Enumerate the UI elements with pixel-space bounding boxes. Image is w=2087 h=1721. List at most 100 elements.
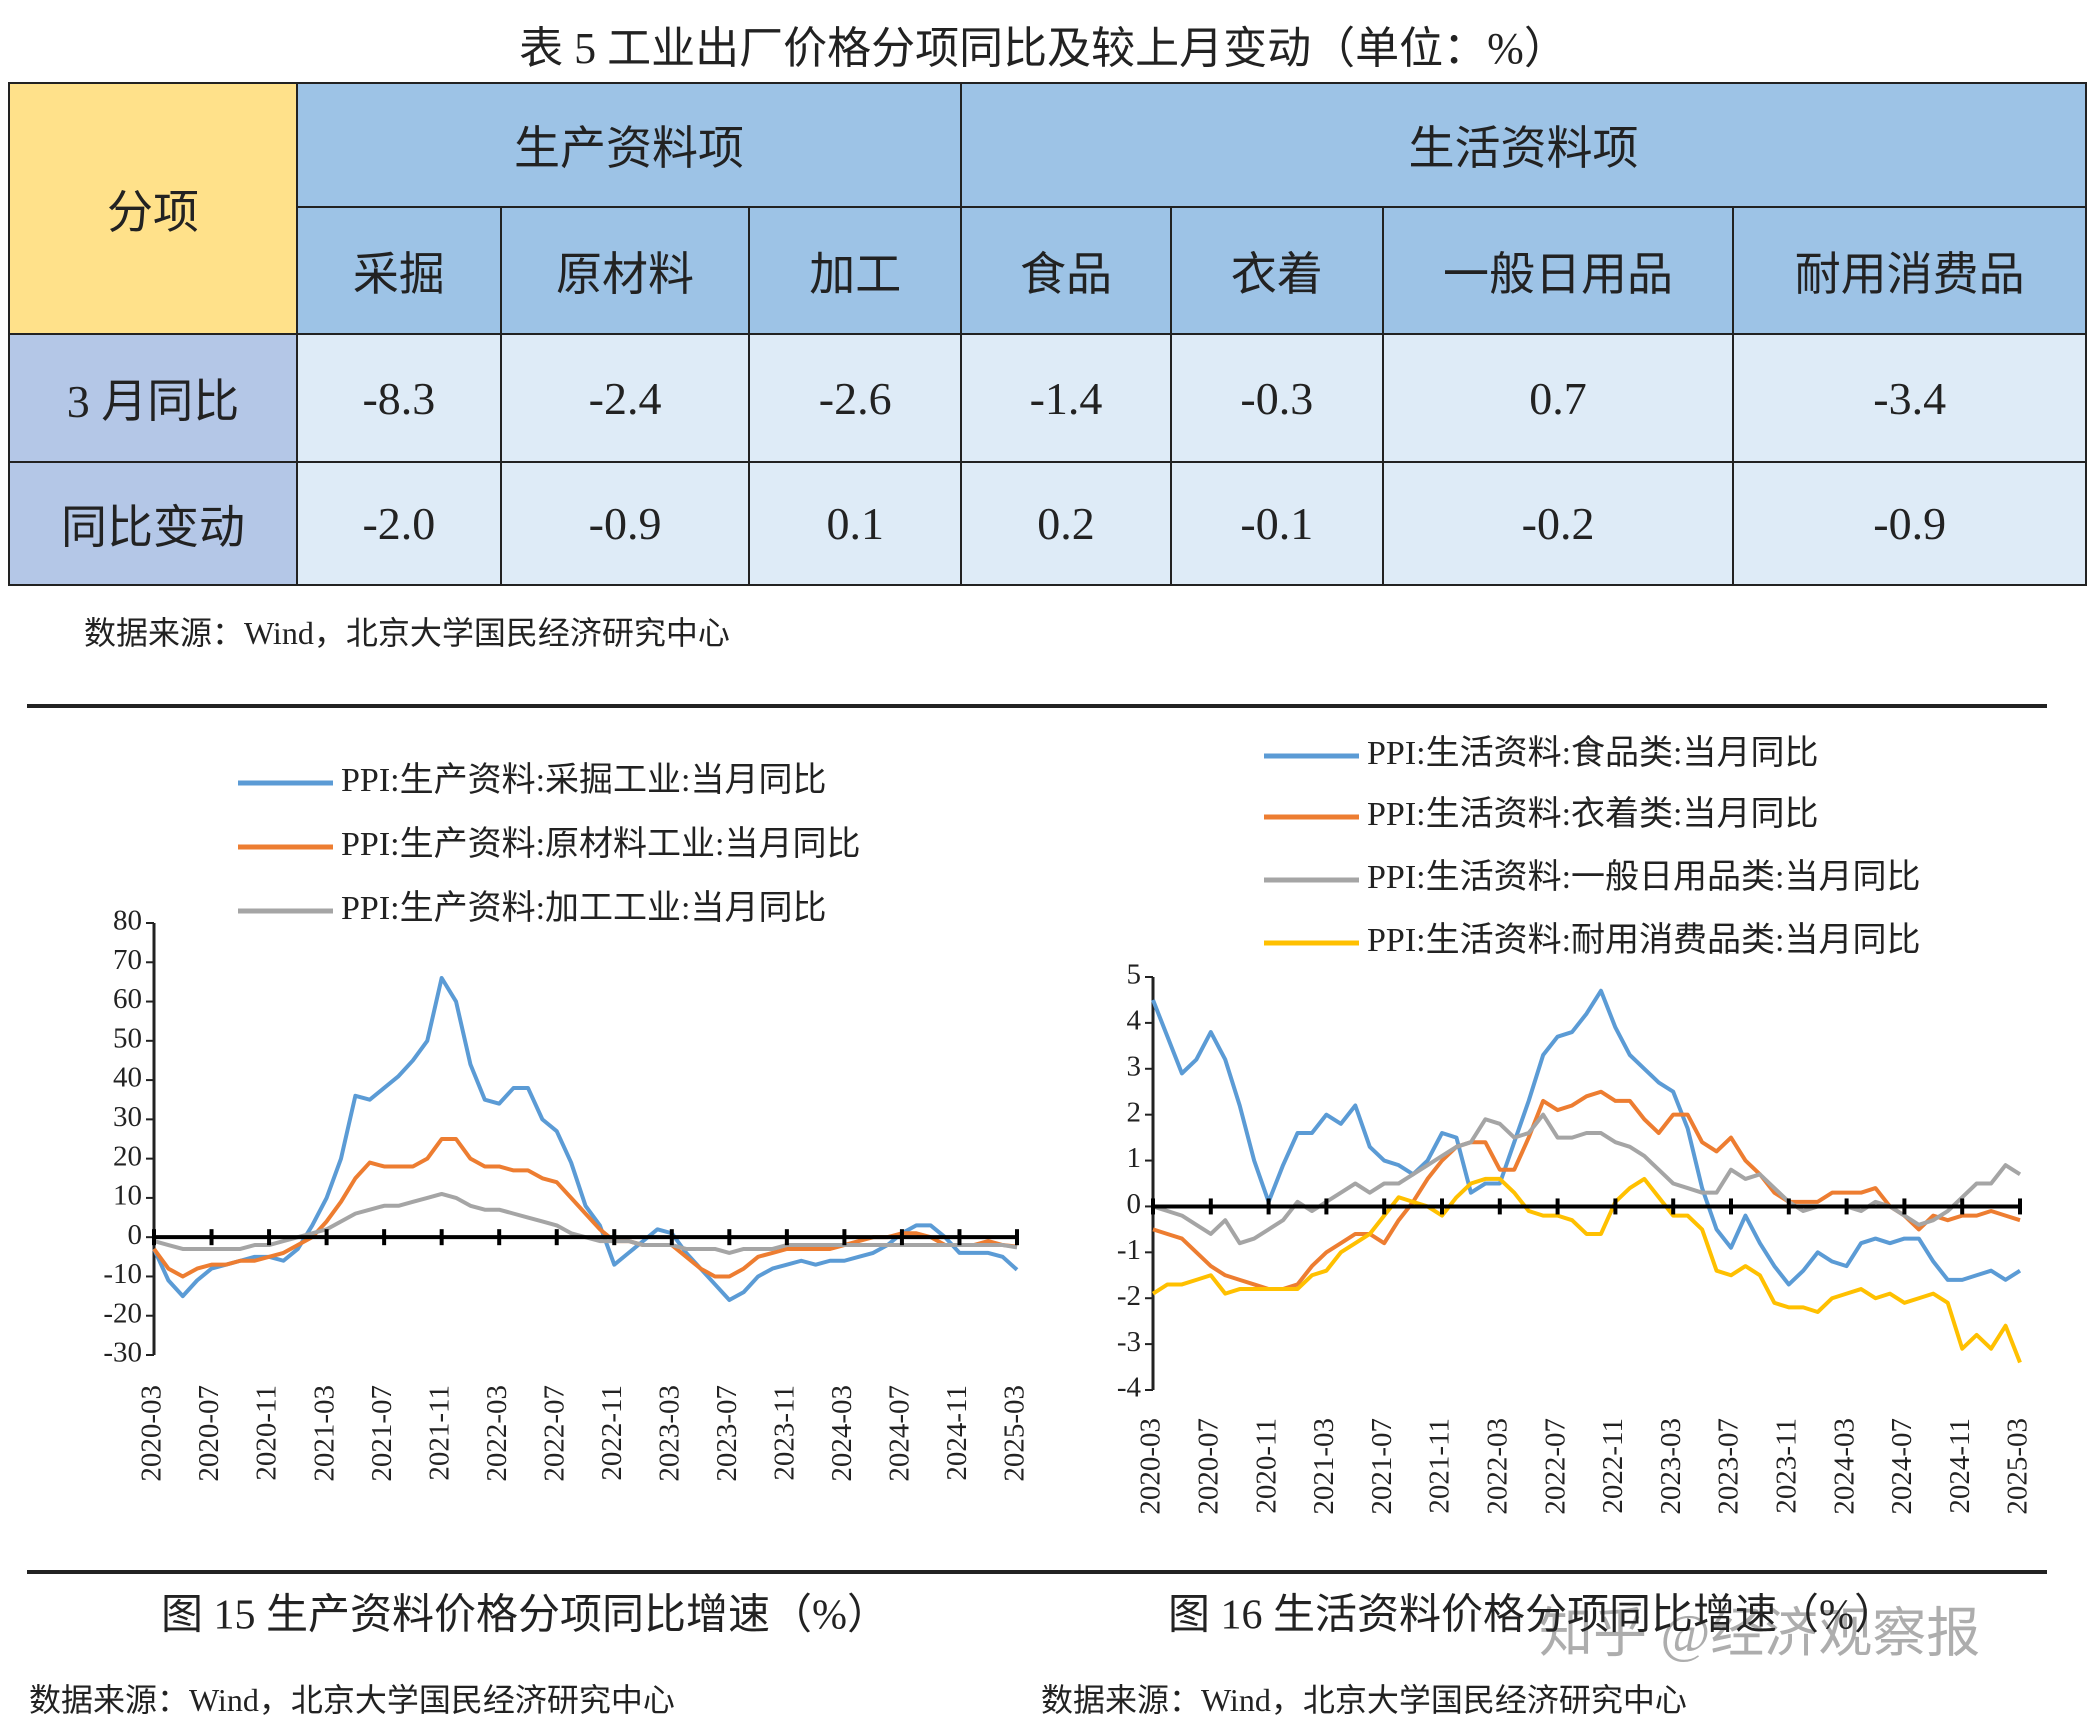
y-tick-label: -20 [103,1297,142,1329]
chart-source: 数据来源：Wind，北京大学国民经济研究中心 [1041,1682,1687,1718]
legend-label: PPI:生产资料:原材料工业:当月同比 [341,825,860,863]
legend-label: PPI:生活资料:一般日用品类:当月同比 [1367,858,1920,896]
series-line [1152,1112,2022,1246]
column-header: 原材料 [499,206,751,335]
x-tick-label: 2022-07 [1539,1418,1571,1515]
x-tick-label: 2024-11 [1944,1418,1976,1514]
y-tick-label: 2 [1127,1096,1142,1128]
x-tick-label: 2023-07 [711,1385,743,1482]
y-tick-label: 20 [113,1140,142,1172]
table-cell: -2.4 [499,333,751,463]
row-header: 3 月同比 [8,333,298,463]
column-header: 耐用消费品 [1732,206,2087,335]
x-tick-label: 2022-11 [596,1385,628,1481]
table-cell: 0.2 [960,461,1172,586]
table-cell: -8.3 [295,333,502,463]
x-tick-label: 2021-07 [366,1385,398,1482]
y-tick-label: -4 [1117,1372,1142,1404]
table-cell: -1.4 [960,333,1172,463]
x-tick-label: 2023-03 [1655,1418,1687,1515]
y-tick-label: -30 [103,1337,142,1369]
y-tick-label: 80 [113,905,142,937]
corner-cell: 分项 [8,82,298,335]
x-tick-label: 2020-07 [193,1385,225,1482]
table-cell: 0.7 [1381,333,1735,463]
chart-title: 图 16 生活资料价格分项同比增速（%） [1168,1593,1896,1639]
x-tick-label: 2023-03 [653,1385,685,1482]
y-tick-label: 10 [113,1180,142,1212]
legend-label: PPI:生活资料:衣着类:当月同比 [1367,795,1818,833]
chart-title: 图 15 生产资料价格分项同比增速（%） [161,1593,889,1639]
y-tick-label: 50 [113,1022,142,1054]
group-header: 生产资料项 [295,82,963,208]
y-tick-label: -2 [1117,1280,1141,1312]
table-cell: -0.3 [1169,333,1384,463]
table-cell: -3.4 [1732,333,2087,463]
series-line [1151,988,2022,1287]
y-tick-label: 40 [113,1062,142,1094]
table-cell: -0.9 [499,461,751,586]
chart-source: 数据来源：Wind，北京大学国民经济研究中心 [29,1682,675,1718]
x-tick-label: 2022-07 [538,1385,570,1482]
column-header: 加工 [748,206,963,335]
legend-label: PPI:生活资料:食品类:当月同比 [1367,734,1818,772]
x-tick-label: 2024-03 [826,1385,858,1482]
column-header: 采掘 [295,206,502,335]
watermark: 知乎 @经济观察报 [1539,1603,1980,1663]
y-tick-label: -1 [1117,1234,1141,1266]
x-tick-label: 2023-07 [1713,1418,1745,1515]
legend-label: PPI:生活资料:耐用消费品类:当月同比 [1367,921,1920,959]
x-tick-label: 2024-07 [884,1385,916,1482]
y-tick-label: 0 [1127,1188,1142,1220]
table-cell: -0.1 [1169,461,1384,586]
x-tick-label: 2020-03 [1135,1418,1167,1515]
column-header: 衣着 [1169,206,1384,335]
y-tick-label: -3 [1117,1326,1141,1358]
group-header: 生活资料项 [960,82,2087,208]
x-tick-label: 2022-03 [1481,1418,1513,1515]
y-tick-label: 4 [1127,1005,1142,1037]
series-line [1151,1176,2022,1364]
x-tick-label: 2020-03 [136,1385,168,1482]
x-tick-label: 2022-11 [1597,1418,1629,1514]
x-tick-label: 2021-03 [308,1385,340,1482]
x-tick-label: 2025-03 [999,1385,1031,1482]
column-header: 一般日用品 [1381,206,1735,335]
table-cell: 0.1 [748,461,963,586]
x-tick-label: 2025-03 [2002,1418,2034,1515]
table-title: 表 5 工业出厂价格分项同比及较上月变动（单位：%） [519,24,1568,73]
column-header: 食品 [960,206,1172,335]
table-cell: -0.2 [1381,461,1735,586]
y-tick-label: 30 [113,1101,142,1133]
x-tick-label: 2023-11 [769,1385,801,1481]
x-tick-label: 2024-07 [1886,1418,1918,1515]
x-tick-label: 2022-03 [481,1385,513,1482]
series-line [1152,1089,2021,1292]
y-tick-label: 3 [1127,1050,1142,1082]
table-source: 数据来源：Wind，北京大学国民经济研究中心 [84,615,730,651]
table: 分项 生产资料项 生活资料项 采掘 原材料 加工 食品 衣着 一般日用品 耐用消… [8,82,2087,586]
x-tick-label: 2024-03 [1828,1418,1860,1515]
row-header: 同比变动 [8,461,298,586]
table-cell: -0.9 [1732,461,2087,586]
x-tick-label: 2023-11 [1770,1418,1802,1514]
x-tick-label: 2021-11 [1424,1418,1456,1514]
x-tick-label: 2021-07 [1366,1418,1398,1515]
legend-label: PPI:生产资料:采掘工业:当月同比 [341,761,826,799]
y-tick-label: 70 [113,944,142,976]
x-tick-label: 2024-11 [941,1385,973,1481]
x-tick-label: 2021-11 [423,1385,455,1481]
x-tick-label: 2020-11 [1250,1418,1282,1514]
legend-label: PPI:生产资料:加工工业:当月同比 [341,889,826,927]
y-tick-label: 1 [1127,1142,1142,1174]
x-tick-label: 2021-03 [1308,1418,1340,1515]
x-tick-label: 2020-07 [1192,1418,1224,1515]
x-tick-label: 2020-11 [251,1385,283,1481]
y-tick-label: 5 [1127,959,1142,991]
series-line [152,975,1019,1303]
y-tick-label: -10 [103,1258,142,1290]
y-tick-label: 0 [128,1219,143,1251]
table-cell: -2.6 [748,333,963,463]
